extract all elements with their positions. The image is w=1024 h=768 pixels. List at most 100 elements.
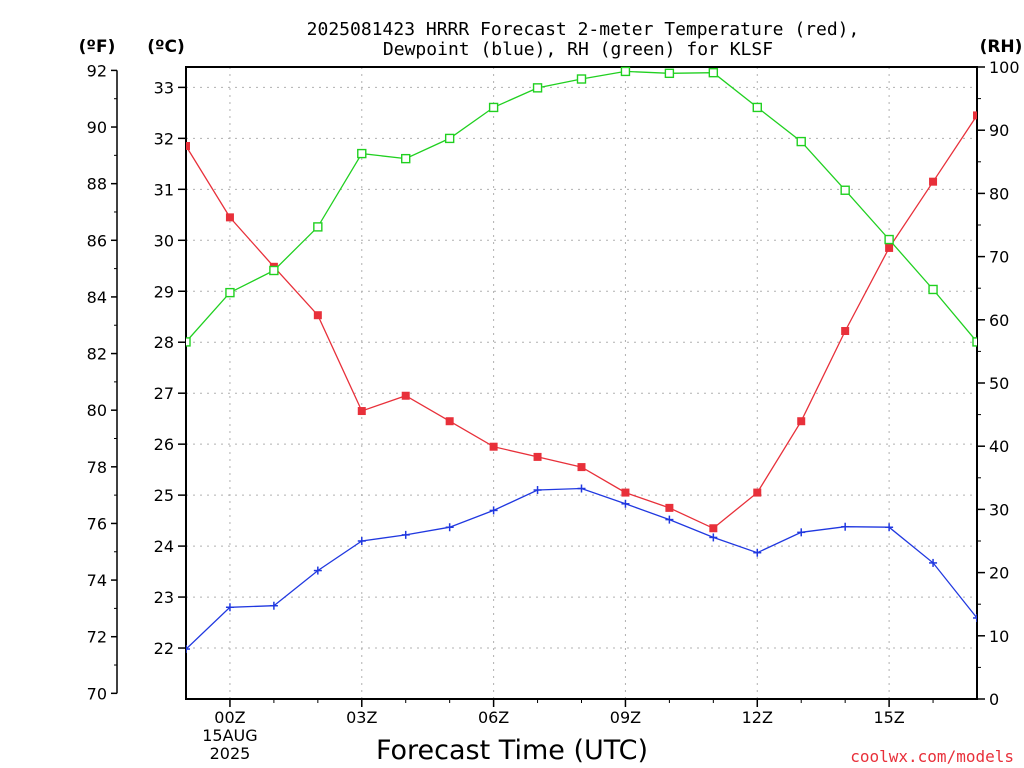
- celsius-tick-label: 30: [154, 231, 174, 250]
- grid: [186, 67, 977, 699]
- rh-tick-label: 40: [989, 437, 1009, 456]
- rh-point: [576, 74, 587, 84]
- fahrenheit-tick-label: 90: [87, 118, 107, 137]
- rh-tick-label: 10: [989, 627, 1009, 646]
- temperature-point: [533, 452, 542, 461]
- rh-point: [313, 222, 323, 232]
- temperature-point: [665, 503, 674, 512]
- chart-title: 2025081423 HRRR Forecast 2-meter Tempera…: [307, 19, 860, 60]
- rh-point: [444, 133, 455, 144]
- temperature-point: [709, 524, 718, 533]
- celsius-tick-label: 22: [154, 639, 174, 658]
- temperature-point: [973, 111, 977, 120]
- rh-tick-label: 30: [989, 500, 1009, 519]
- temperature-point: [357, 407, 366, 416]
- temperature-point: [577, 463, 586, 472]
- rh-point: [186, 337, 191, 347]
- x-tick-label: 03Z: [346, 708, 377, 727]
- fahrenheit-tick-label: 86: [87, 231, 107, 250]
- fahrenheit-tick-label: 88: [87, 175, 107, 194]
- dewpoint-point: [709, 533, 718, 542]
- rh-unit-label: (RH): [980, 37, 1023, 57]
- dewpoint-point: [753, 548, 762, 557]
- rh-point: [884, 234, 894, 245]
- rh-tick-label: 70: [989, 248, 1009, 267]
- rh-tick-label: 90: [989, 121, 1009, 140]
- celsius-tick-label: 24: [154, 537, 174, 556]
- celsius-tick-label: 23: [154, 588, 174, 607]
- rh-point: [708, 67, 719, 78]
- rh-point: [664, 68, 675, 79]
- temperature-point: [313, 311, 322, 320]
- title-line-1: 2025081423 HRRR Forecast 2-meter Tempera…: [307, 19, 860, 40]
- dewpoint-point: [665, 515, 674, 524]
- temperature-point: [621, 488, 630, 497]
- rh-point: [840, 185, 850, 195]
- dewpoint-point: [445, 523, 454, 532]
- x-tick-label: 09Z: [610, 708, 641, 727]
- celsius-unit-label: (ºC): [147, 37, 185, 57]
- celsius-tick-label: 33: [154, 78, 174, 97]
- x-tick-label: 12Z: [742, 708, 773, 727]
- rh-point: [620, 66, 631, 77]
- x-tick-sublabel: 15AUG: [202, 726, 257, 745]
- fahrenheit-tick-label: 76: [87, 514, 107, 533]
- dewpoint-point: [401, 530, 410, 539]
- dewpoint-point: [973, 613, 977, 622]
- dewpoint-point: [225, 603, 234, 612]
- fahrenheit-tick-label: 82: [87, 345, 107, 364]
- series-line-1: [186, 487, 977, 650]
- rh-point: [532, 83, 543, 93]
- x-axis-label: Forecast Time (UTC): [376, 735, 648, 766]
- celsius-tick-label: 31: [154, 180, 174, 199]
- credit-text: coolwx.com/models: [850, 747, 1014, 766]
- temperature-point: [753, 488, 762, 497]
- dewpoint-point: [269, 601, 278, 610]
- rh-tick-label: 100: [989, 58, 1020, 77]
- temperature-point: [186, 142, 190, 150]
- series: [186, 66, 977, 654]
- rh-point: [225, 287, 235, 298]
- celsius-tick-label: 25: [154, 486, 174, 505]
- celsius-tick-label: 26: [154, 435, 174, 454]
- rh-point: [269, 265, 279, 276]
- dewpoint-point: [313, 566, 322, 575]
- rh-point: [401, 153, 411, 164]
- fahrenheit-tick-label: 70: [87, 684, 107, 703]
- dewpoint-point: [885, 523, 894, 532]
- dewpoint-point: [929, 558, 938, 567]
- temperature-point: [225, 213, 234, 222]
- fahrenheit-tick-label: 92: [87, 61, 107, 80]
- dewpoint-point: [186, 645, 190, 654]
- fahrenheit-tick-label: 80: [87, 401, 107, 420]
- temperature-point: [445, 417, 454, 426]
- temperature-point: [401, 391, 410, 400]
- celsius-tick-label: 29: [154, 282, 174, 301]
- dewpoint-point: [841, 522, 850, 531]
- temperature-point: [885, 243, 894, 252]
- x-tick-label: 15Z: [873, 708, 904, 727]
- rh-tick-label: 0: [989, 690, 999, 709]
- rh-tick-label: 60: [989, 311, 1009, 330]
- dewpoint-point: [489, 506, 498, 515]
- rh-point: [796, 136, 806, 147]
- series-0: [186, 111, 977, 533]
- x-tick-label: 00Z: [214, 708, 245, 727]
- rh-tick-label: 50: [989, 374, 1009, 393]
- series-1: [186, 484, 977, 654]
- temperature-point: [489, 442, 498, 451]
- plot-frame: [185, 66, 978, 700]
- fahrenheit-tick-label: 84: [87, 288, 107, 307]
- x-tick-label: 06Z: [478, 708, 509, 727]
- rh-point: [357, 148, 367, 159]
- title-line-2: Dewpoint (blue), RH (green) for KLSF: [383, 39, 773, 60]
- rh-tick-label: 20: [989, 564, 1009, 583]
- fahrenheit-tick-label: 72: [87, 628, 107, 647]
- dewpoint-point: [621, 499, 630, 508]
- axes: 22 23 24 25 26 27 28 29 30 31 32 33 70 72 74 76 78 80 82 84…: [87, 58, 1020, 763]
- rh-point: [972, 337, 977, 347]
- celsius-tick-label: 27: [154, 384, 174, 403]
- temperature-point: [797, 417, 806, 426]
- dewpoint-point: [797, 528, 806, 537]
